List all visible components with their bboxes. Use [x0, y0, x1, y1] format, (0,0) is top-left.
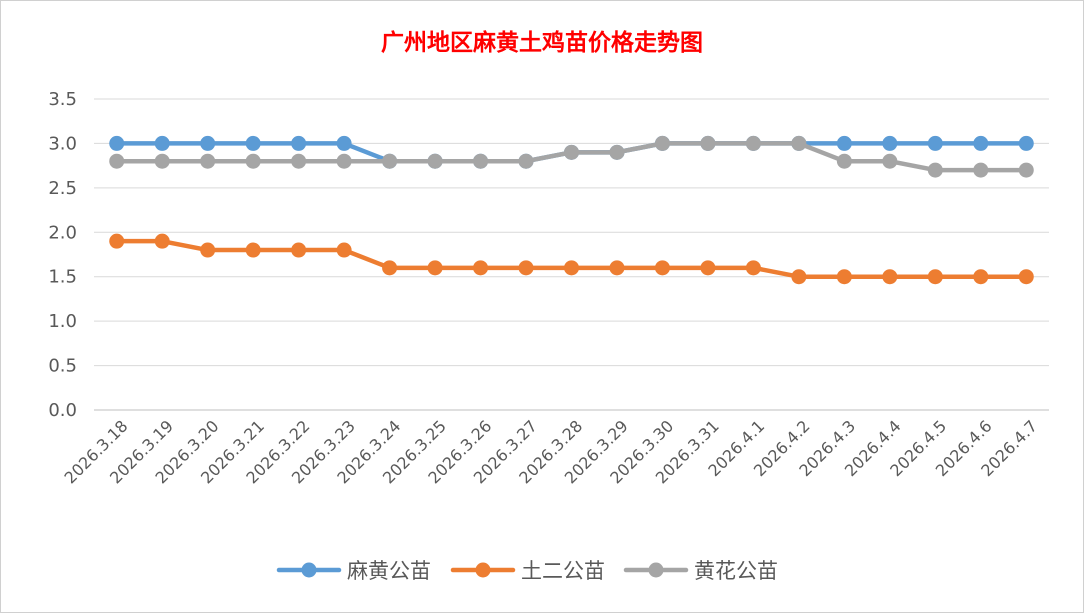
y-tick-label: 1.0	[48, 311, 77, 332]
data-point	[427, 260, 443, 276]
chart-title: 广州地区麻黄土鸡苗价格走势图	[381, 29, 703, 56]
data-point	[564, 260, 579, 276]
y-tick-label: 0.5	[48, 356, 77, 377]
data-point	[791, 269, 807, 285]
y-tick-label: 3.5	[48, 89, 77, 110]
data-point	[836, 269, 852, 285]
legend-entry: 黄花公苗	[623, 559, 778, 583]
data-point	[518, 260, 534, 276]
data-point	[427, 153, 443, 169]
data-point	[836, 153, 852, 169]
data-point	[745, 260, 761, 276]
y-tick-label: 2.0	[48, 222, 77, 243]
legend-marker	[475, 562, 491, 578]
legend-entry: 麻黄公苗	[276, 559, 431, 583]
data-point	[518, 153, 534, 169]
y-tick-label: 3.0	[48, 133, 77, 154]
legend-label: 土二公苗	[521, 559, 605, 583]
series-1	[109, 233, 1034, 285]
data-point	[291, 135, 307, 151]
data-point	[473, 260, 489, 276]
data-point	[473, 153, 489, 169]
data-point	[564, 144, 579, 160]
data-point	[927, 135, 943, 151]
data-point	[291, 153, 307, 169]
data-point	[882, 135, 898, 151]
data-point	[291, 242, 307, 258]
legend-marker	[301, 562, 317, 578]
data-point	[109, 135, 125, 151]
data-point	[1018, 135, 1034, 151]
data-point	[382, 153, 398, 169]
data-point	[154, 135, 170, 151]
legend-label: 麻黄公苗	[347, 559, 431, 583]
data-point	[609, 260, 625, 276]
y-tick-label: 0.0	[48, 400, 77, 421]
data-point	[245, 153, 261, 169]
legend-marker	[648, 562, 664, 578]
data-point	[927, 269, 943, 285]
y-axis-ticks: 0.0 0.5 1.0 1.5 2.0 2.5 3.0 3.5	[48, 89, 77, 421]
data-point	[336, 242, 352, 258]
data-point	[836, 135, 852, 151]
legend: 麻黄公苗 土二公苗 黄花公苗	[276, 559, 778, 583]
data-point	[654, 135, 670, 151]
data-point	[200, 242, 216, 258]
x-axis-ticks: 2026.3.182026.3.192026.3.202026.3.212026…	[61, 416, 1042, 487]
series-lines	[109, 135, 1034, 285]
data-point	[882, 269, 898, 285]
series-2	[109, 135, 1034, 178]
y-tick-label: 2.5	[48, 178, 77, 199]
data-point	[1018, 269, 1034, 285]
data-point	[200, 135, 216, 151]
legend-label: 黄花公苗	[694, 559, 778, 583]
data-point	[973, 269, 989, 285]
data-point	[109, 233, 125, 249]
data-point	[336, 153, 352, 169]
data-point	[882, 153, 898, 169]
data-point	[200, 153, 216, 169]
data-point	[654, 260, 670, 276]
data-point	[154, 153, 170, 169]
data-point	[791, 135, 807, 151]
data-point	[245, 135, 261, 151]
y-tick-label: 1.5	[48, 267, 77, 288]
data-point	[336, 135, 352, 151]
data-point	[609, 144, 625, 160]
data-point	[973, 135, 989, 151]
data-point	[700, 135, 716, 151]
data-point	[382, 260, 398, 276]
data-point	[154, 233, 170, 249]
data-point	[109, 153, 125, 169]
data-point	[245, 242, 261, 258]
data-point	[927, 162, 943, 178]
data-point	[745, 135, 761, 151]
data-point	[1018, 162, 1034, 178]
data-point	[700, 260, 716, 276]
data-point	[973, 162, 989, 178]
legend-entry: 土二公苗	[450, 559, 605, 583]
